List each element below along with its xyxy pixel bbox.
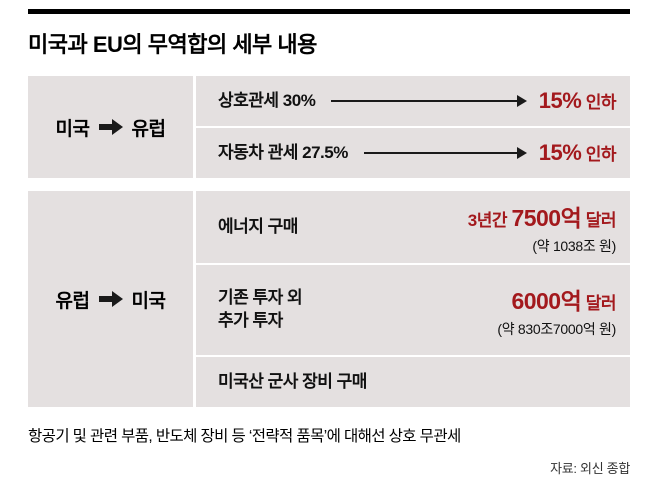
row-value: 15% 인하: [538, 88, 617, 113]
row-value: 15% 인하: [538, 140, 617, 165]
row-divider: [196, 355, 630, 357]
eu-to-us-label: 유럽 미국: [28, 191, 196, 407]
row-label: 기존 투자 외 추가 투자: [218, 288, 303, 330]
top-rule: [28, 9, 630, 14]
long-arrow-icon: [331, 95, 527, 107]
row-label: 자동차 관세 27.5%: [218, 142, 348, 162]
row-value: 3년간 7500억 달러 (약 1038조 원): [467, 204, 617, 254]
row-divider: [196, 263, 630, 265]
reciprocal-tariff-row: 상호관세 30% 15% 인하: [196, 76, 630, 126]
row-label: 에너지 구매: [218, 216, 298, 236]
row-label: 미국산 군사 장비 구매: [218, 371, 367, 391]
page-title: 미국과 EU의 무역합의 세부 내용: [28, 32, 317, 57]
value-subtext: (약 1038조 원): [532, 237, 616, 254]
footnote: 항공기 및 관련 부품, 반도체 장비 등 ‘전략적 품목’에 대해선 상호 무…: [28, 428, 461, 445]
to-label: 유럽: [131, 118, 166, 140]
military-equipment-row: 미국산 군사 장비 구매: [196, 357, 630, 407]
eu-to-us-section: 유럽 미국 에너지 구매 3년간 7500억 달러 (약 1038조 원) 기존…: [28, 191, 630, 407]
source-credit: 자료: 외신 종합: [550, 461, 630, 476]
to-label: 미국: [131, 290, 166, 312]
row-value: 6000억 달러 (약 830조7000억 원): [497, 287, 616, 337]
us-to-eu-label: 미국 유럽: [28, 76, 196, 178]
long-arrow-icon: [363, 147, 527, 159]
additional-investment-row: 기존 투자 외 추가 투자 6000억 달러 (약 830조7000억 원): [196, 265, 630, 355]
arrow-right-icon: [98, 119, 123, 135]
eu-to-us-rows: 에너지 구매 3년간 7500억 달러 (약 1038조 원) 기존 투자 외 …: [196, 191, 630, 407]
energy-purchase-row: 에너지 구매 3년간 7500억 달러 (약 1038조 원): [196, 191, 630, 263]
us-to-eu-section: 미국 유럽 상호관세 30% 15% 인하 자동차 관세 27.5% 15% 인…: [28, 76, 630, 178]
row-divider: [196, 126, 630, 128]
arrow-right-icon: [98, 291, 123, 307]
us-to-eu-rows: 상호관세 30% 15% 인하 자동차 관세 27.5% 15% 인하: [196, 76, 630, 178]
value-subtext: (약 830조7000억 원): [497, 320, 616, 337]
from-label: 유럽: [55, 290, 90, 312]
auto-tariff-row: 자동차 관세 27.5% 15% 인하: [196, 128, 630, 178]
row-label: 상호관세 30%: [218, 90, 316, 110]
from-label: 미국: [55, 118, 90, 140]
